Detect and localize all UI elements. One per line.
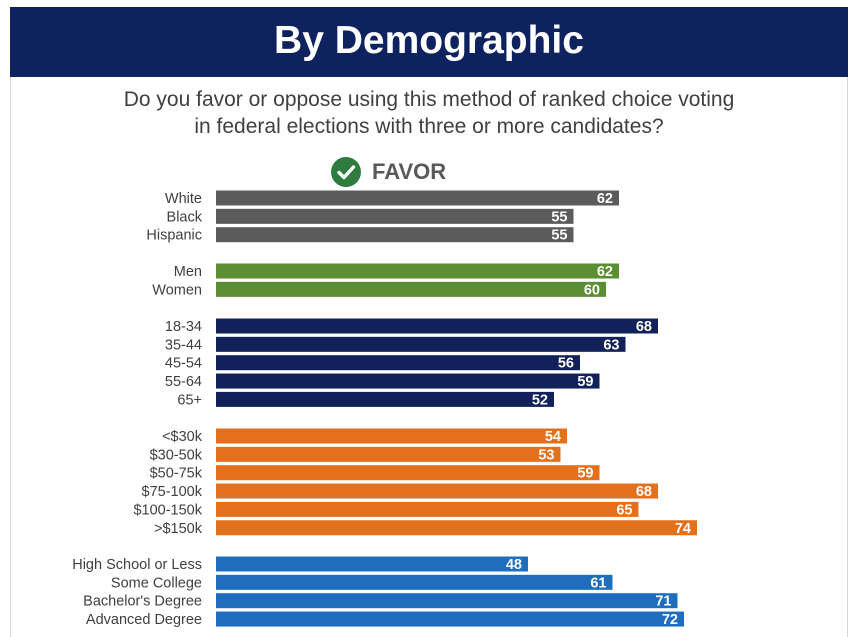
bar-advanced-degree xyxy=(216,611,684,627)
title-banner: By Demographic xyxy=(10,7,848,77)
value-label-black: 55 xyxy=(551,209,567,225)
category-label-50-75k: $50-75k xyxy=(150,466,203,482)
value-label-18-34: 68 xyxy=(636,319,652,335)
value-label-white: 62 xyxy=(597,191,613,207)
value-label-65: 52 xyxy=(532,392,548,408)
value-label-men: 62 xyxy=(597,264,613,280)
bar-men xyxy=(216,263,619,279)
question-line-2: in federal elections with three or more … xyxy=(194,115,664,138)
category-label-18-34: 18-34 xyxy=(165,319,202,335)
category-label-30k: <$30k xyxy=(162,429,203,445)
category-label-some-college: Some College xyxy=(111,575,202,591)
category-label-women: Women xyxy=(152,282,202,298)
bar-150k xyxy=(216,520,697,536)
category-label-bachelor-s-degree: Bachelor's Degree xyxy=(83,594,202,610)
category-label-advanced-degree: Advanced Degree xyxy=(86,612,202,628)
bar-50-75k xyxy=(216,465,600,481)
category-label-150k: >$150k xyxy=(154,521,203,537)
bar-high-school-or-less xyxy=(216,556,528,572)
bar-bachelor-s-degree xyxy=(216,593,678,609)
category-label-45-54: 45-54 xyxy=(165,356,202,372)
category-label-30-50k: $30-50k xyxy=(150,447,203,463)
category-label-55-64: 55-64 xyxy=(165,374,202,390)
bar-some-college xyxy=(216,574,613,590)
bar-30-50k xyxy=(216,446,561,462)
content-frame xyxy=(10,77,848,637)
category-label-100-150k: $100-150k xyxy=(133,502,202,518)
bar-30k xyxy=(216,428,567,444)
question-line-1: Do you favor or oppose using this method… xyxy=(123,88,735,111)
value-label-hispanic: 55 xyxy=(551,228,567,244)
value-label-35-44: 63 xyxy=(603,337,619,353)
check-circle-icon xyxy=(331,157,361,187)
favor-label: FAVOR xyxy=(372,159,447,184)
bar-75-100k xyxy=(216,483,658,499)
bar-black xyxy=(216,208,574,224)
bar-hispanic xyxy=(216,227,574,243)
bar-65 xyxy=(216,391,554,407)
bar-18-34 xyxy=(216,318,658,334)
value-label-45-54: 56 xyxy=(558,356,574,372)
category-label-75-100k: $75-100k xyxy=(142,484,203,500)
value-label-women: 60 xyxy=(584,282,600,298)
category-label-65: 65+ xyxy=(177,392,202,408)
value-label-30k: 54 xyxy=(545,429,561,445)
category-label-men: Men xyxy=(174,264,202,280)
value-label-bachelor-s-degree: 71 xyxy=(655,594,671,610)
category-label-high-school-or-less: High School or Less xyxy=(72,557,202,573)
bar-55-64 xyxy=(216,373,600,389)
bar-45-54 xyxy=(216,355,580,371)
bar-100-150k xyxy=(216,501,639,517)
category-label-black: Black xyxy=(167,209,203,225)
value-label-75-100k: 68 xyxy=(636,484,652,500)
page-title: By Demographic xyxy=(274,19,584,62)
value-label-50-75k: 59 xyxy=(577,466,593,482)
bar-white xyxy=(216,190,619,206)
value-label-high-school-or-less: 48 xyxy=(506,557,522,573)
bar-35-44 xyxy=(216,336,626,352)
category-label-35-44: 35-44 xyxy=(165,337,202,353)
value-label-100-150k: 65 xyxy=(616,502,632,518)
value-label-some-college: 61 xyxy=(590,575,606,591)
value-label-advanced-degree: 72 xyxy=(662,612,678,628)
value-label-30-50k: 53 xyxy=(538,447,554,463)
survey-question: Do you favor or oppose using this method… xyxy=(10,86,848,140)
category-label-white: White xyxy=(165,191,202,207)
category-label-hispanic: Hispanic xyxy=(146,228,202,244)
favor-legend: FAVOR xyxy=(330,156,446,188)
value-label-150k: 74 xyxy=(675,521,691,537)
value-label-55-64: 59 xyxy=(577,374,593,390)
bar-women xyxy=(216,281,606,297)
